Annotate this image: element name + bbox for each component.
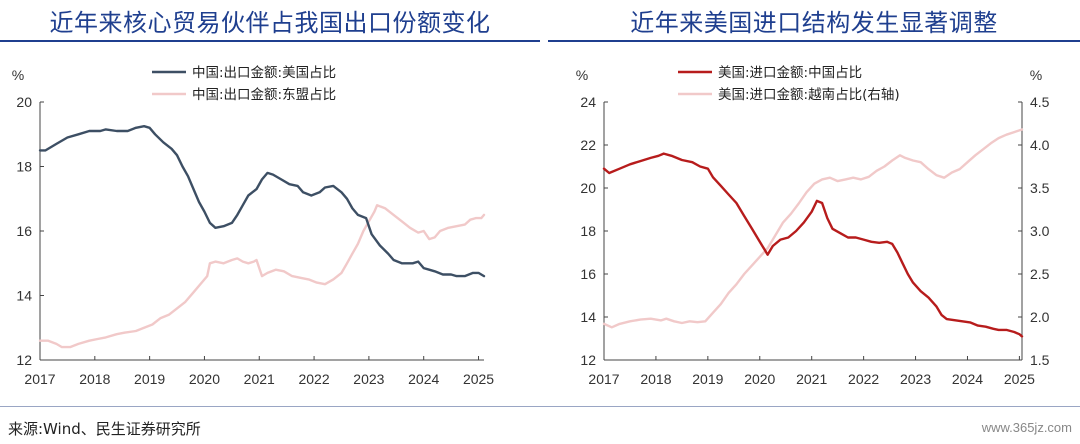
legend-label: 美国:进口金额:中国占比	[718, 65, 862, 81]
y2-tick-label: 4.0	[1030, 137, 1050, 153]
y2-tick-label: 1.5	[1030, 352, 1050, 368]
title-divider	[548, 40, 1080, 42]
y-tick-label: 12	[16, 352, 32, 368]
y2-tick-label: 3.0	[1030, 223, 1050, 239]
x-tick-label: 2018	[79, 371, 110, 387]
legend-label: 美国:进口金额:越南占比(右轴)	[718, 87, 900, 103]
y-tick-label: 14	[580, 309, 596, 325]
y-tick-label: 18	[16, 159, 32, 175]
title-divider	[0, 40, 540, 42]
legend-label: 中国:出口金额:东盟占比	[192, 87, 336, 103]
x-tick-label: 2021	[244, 371, 275, 387]
source-note: 来源:Wind、民生证券研究所	[8, 420, 201, 438]
chart-title: 近年来核心贸易伙伴占我国出口份额变化	[49, 9, 491, 37]
x-tick-label: 2018	[640, 371, 671, 387]
y-tick-label: 12	[580, 352, 596, 368]
x-tick-label: 2022	[298, 371, 329, 387]
footer-divider	[0, 406, 1080, 407]
y2-tick-label: 4.5	[1030, 94, 1050, 110]
y-tick-label: 14	[16, 288, 32, 304]
x-tick-label: 2019	[692, 371, 723, 387]
series-line	[38, 203, 486, 349]
x-tick-label: 2024	[952, 371, 983, 387]
y-tick-label: 20	[580, 180, 596, 196]
y-tick-label: 20	[16, 94, 32, 110]
y2-tick-label: 2.5	[1030, 266, 1050, 282]
line-chart: 12 14 16 18 20 2017 2018 2019 2020 2021 2022 2023 20…	[12, 65, 495, 387]
y-tick-label: 16	[16, 223, 32, 239]
x-tick-label: 2022	[848, 371, 879, 387]
y-axis-unit: %	[12, 67, 24, 83]
chart-title: 近年来美国进口结构发生显著调整	[630, 9, 998, 37]
x-tick-label: 2017	[24, 371, 55, 387]
x-tick-label: 2023	[900, 371, 931, 387]
x-tick-label: 2024	[408, 371, 439, 387]
y-tick-label: 18	[580, 223, 596, 239]
x-tick-label: 2019	[134, 371, 165, 387]
watermark: www.365jz.com	[981, 420, 1072, 435]
x-tick-label: 2023	[353, 371, 384, 387]
x-tick-label: 2020	[189, 371, 220, 387]
x-tick-label: 2017	[588, 371, 619, 387]
series-line	[602, 152, 1024, 338]
y-tick-label: 16	[580, 266, 596, 282]
y2-tick-label: 2.0	[1030, 309, 1050, 325]
chart-panel-left: 近年来核心贸易伙伴占我国出口份额变化 12 14 16 18 20 2017 2018 201…	[0, 0, 540, 400]
x-tick-label: 2025	[463, 371, 494, 387]
y-tick-label: 24	[580, 94, 596, 110]
y-tick-label: 22	[580, 137, 596, 153]
x-tick-label: 2020	[744, 371, 775, 387]
series-line	[602, 128, 1024, 329]
y2-axis-unit: %	[1030, 67, 1042, 83]
x-tick-label: 2025	[1004, 371, 1035, 387]
x-tick-label: 2021	[796, 371, 827, 387]
series-line	[38, 124, 486, 278]
y-axis-unit: %	[576, 67, 588, 83]
legend-label: 中国:出口金额:美国占比	[192, 65, 336, 81]
chart-panel-right: 近年来美国进口结构发生显著调整 12 14 16 18 20 22 24 1.5 2.0 2.5 3…	[548, 0, 1080, 400]
y2-tick-label: 3.5	[1030, 180, 1050, 196]
